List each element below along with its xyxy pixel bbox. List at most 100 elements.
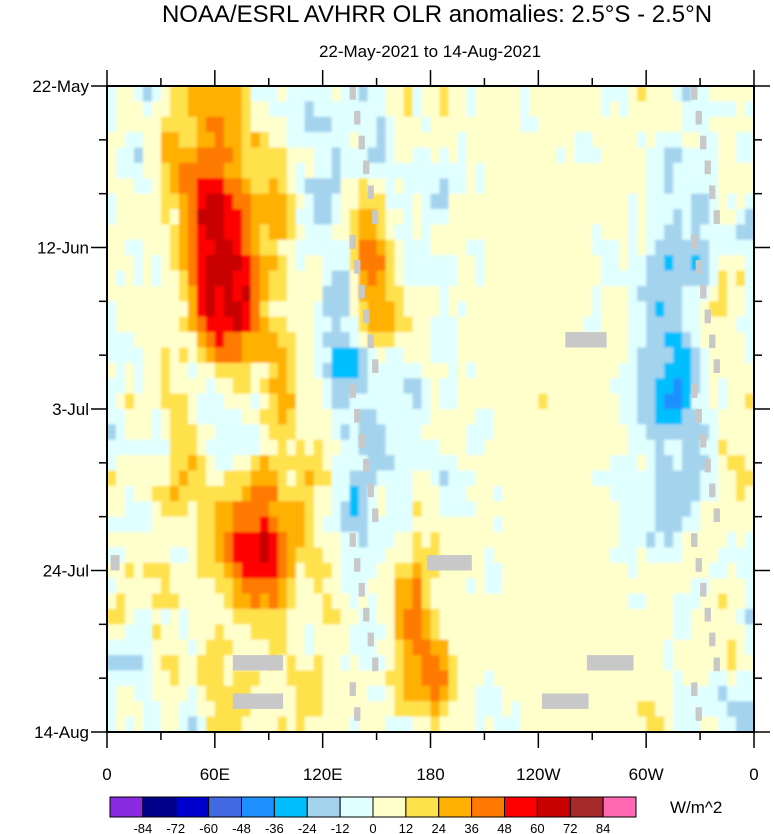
heatmap-cell <box>628 608 639 626</box>
heatmap-cell <box>232 424 243 441</box>
heatmap-cell <box>511 86 522 103</box>
heatmap-cell <box>709 639 719 656</box>
heatmap-cell <box>547 701 558 718</box>
heatmap-cell <box>403 470 414 487</box>
heatmap-cell <box>385 86 396 103</box>
heatmap-cell <box>502 162 513 180</box>
heatmap-cell <box>367 147 378 164</box>
heatmap-cell <box>223 193 234 210</box>
heatmap-cell <box>619 162 630 180</box>
heatmap-cell <box>610 285 621 303</box>
heatmap-cell <box>520 655 531 672</box>
heatmap-cell <box>304 301 315 318</box>
heatmap-cell <box>160 716 171 732</box>
y-tick-label: 14-Aug <box>34 723 89 742</box>
heatmap-cell <box>187 562 198 580</box>
heatmap-cell <box>457 485 468 503</box>
heatmap-cell <box>727 332 737 349</box>
heatmap-cell <box>223 562 234 580</box>
heatmap-cell <box>493 116 504 134</box>
heatmap-cell <box>277 608 288 626</box>
heatmap-cell <box>115 255 126 272</box>
heatmap-cell <box>601 162 612 180</box>
heatmap-cell <box>151 470 162 487</box>
heatmap-cell <box>565 132 576 149</box>
heatmap-cell <box>493 547 504 564</box>
heatmap-cell <box>610 593 621 610</box>
heatmap-cell <box>250 209 261 226</box>
heatmap-cell <box>457 624 468 641</box>
heatmap-cell <box>466 193 477 210</box>
heatmap-cell <box>736 501 746 518</box>
missing-data-patch <box>349 533 356 547</box>
heatmap-cell <box>214 409 225 426</box>
heatmap-cell <box>295 316 306 333</box>
heatmap-cell <box>286 409 297 426</box>
heatmap-cell <box>349 501 360 518</box>
heatmap-cell <box>628 501 639 518</box>
heatmap-cell <box>187 455 198 472</box>
heatmap-cell <box>700 409 710 426</box>
heatmap-cell <box>286 178 297 195</box>
heatmap-cell <box>745 332 754 349</box>
heatmap-cell <box>745 362 754 380</box>
heatmap-cell <box>637 393 648 410</box>
heatmap-cell <box>664 716 675 732</box>
heatmap-cell <box>295 608 306 626</box>
heatmap-cell <box>592 193 603 210</box>
heatmap-cell <box>430 147 441 164</box>
heatmap-cell <box>619 285 630 303</box>
heatmap-cell <box>223 239 234 257</box>
heatmap-cell <box>691 301 701 318</box>
heatmap-cell <box>448 455 459 472</box>
heatmap-cell <box>250 516 261 533</box>
heatmap-cell <box>376 209 387 226</box>
heatmap-cell <box>187 316 198 333</box>
heatmap-cell <box>691 132 701 149</box>
heatmap-cell <box>511 270 522 287</box>
heatmap-cell <box>457 193 468 210</box>
heatmap-cell <box>340 516 351 533</box>
heatmap-cell <box>727 639 737 656</box>
missing-data-patch <box>709 483 716 498</box>
heatmap-cell <box>727 301 737 318</box>
heatmap-cell <box>493 239 504 257</box>
heatmap-cell <box>637 224 648 241</box>
heatmap-cell <box>538 501 549 518</box>
heatmap-cell <box>107 393 117 410</box>
heatmap-cell <box>709 624 719 641</box>
heatmap-cell <box>115 701 126 718</box>
heatmap-cell <box>691 347 701 364</box>
heatmap-cell <box>133 409 144 426</box>
heatmap-cell <box>268 162 279 180</box>
heatmap-cell <box>619 178 630 195</box>
heatmap-cell <box>205 670 216 687</box>
heatmap-cell <box>151 547 162 564</box>
heatmap-cell <box>277 178 288 195</box>
heatmap-cell <box>583 362 594 380</box>
heatmap-cell <box>403 393 414 410</box>
heatmap-cell <box>232 239 243 257</box>
heatmap-cell <box>286 562 297 580</box>
heatmap-cell <box>187 608 198 626</box>
heatmap-cell <box>205 655 216 672</box>
heatmap-cell <box>547 162 558 180</box>
heatmap-cell <box>421 86 432 103</box>
heatmap-cell <box>601 101 612 118</box>
heatmap-cell <box>475 670 486 687</box>
heatmap-cell <box>259 301 270 318</box>
heatmap-cell <box>178 455 189 472</box>
heatmap-cell <box>205 239 216 257</box>
heatmap-cell <box>646 716 657 732</box>
heatmap-cell <box>259 670 270 687</box>
heatmap-cell <box>592 455 603 472</box>
heatmap-cell <box>358 393 369 410</box>
heatmap-cell <box>214 178 225 195</box>
heatmap-cell <box>304 409 315 426</box>
heatmap-cell <box>196 439 207 457</box>
heatmap-cell <box>601 701 612 718</box>
heatmap-cell <box>709 701 719 718</box>
heatmap-cell <box>655 516 666 533</box>
heatmap-cell <box>466 501 477 518</box>
